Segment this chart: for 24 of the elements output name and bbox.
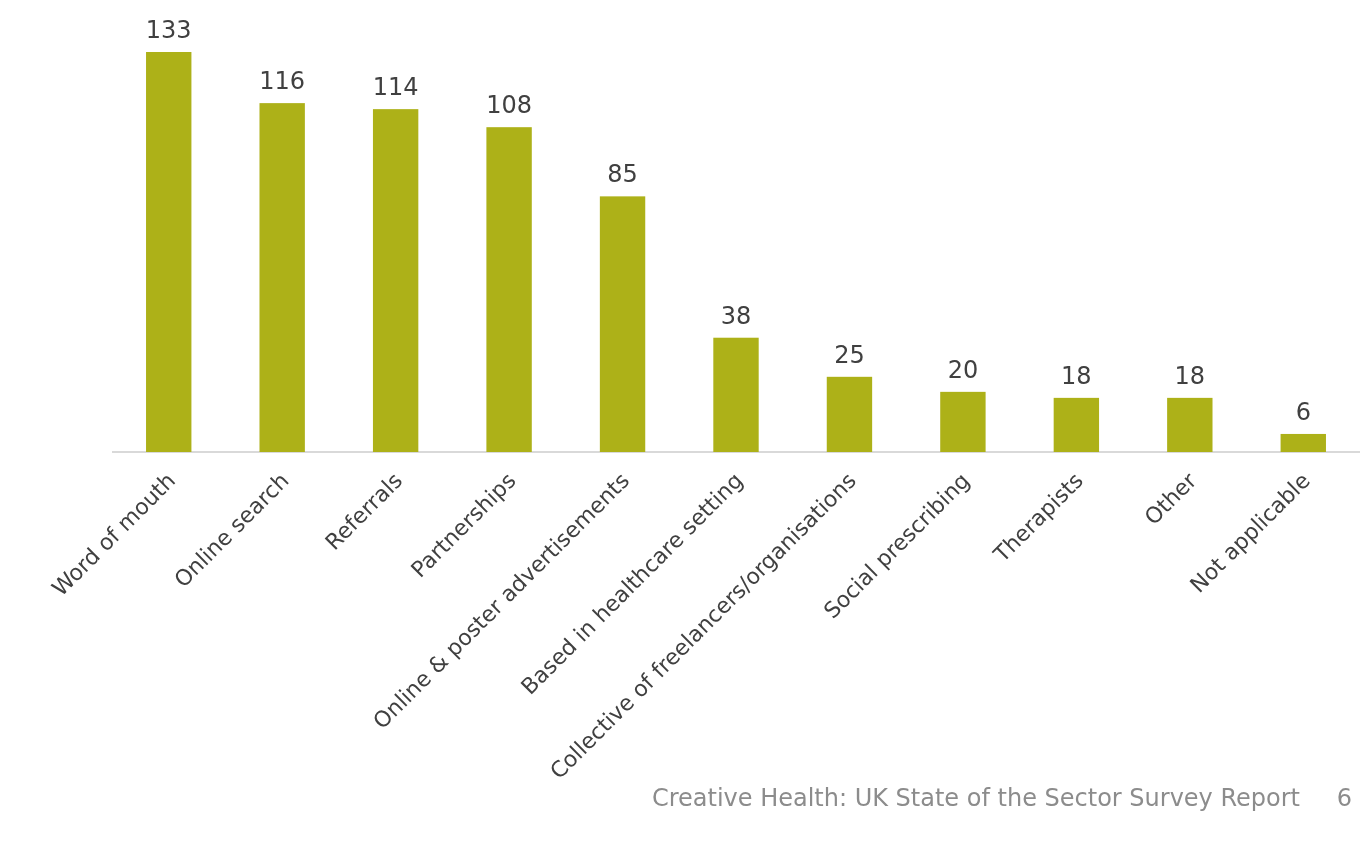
bar — [372, 109, 419, 452]
data-label: 18 — [1174, 361, 1206, 390]
bar — [713, 337, 759, 452]
text: Creative Health: UK State of the Sector Survey Report — [651, 784, 1300, 812]
data-label: 18 — [1061, 361, 1092, 390]
bar — [486, 127, 532, 452]
data-label: 116 — [259, 67, 306, 96]
data-label: 108 — [486, 91, 532, 120]
data-label: 6 — [1295, 397, 1311, 426]
bar — [940, 391, 986, 452]
bar — [826, 376, 873, 452]
bar — [146, 52, 192, 452]
data-label: 85 — [607, 160, 638, 189]
data-label: 133 — [145, 16, 192, 44]
data-label: 25 — [834, 340, 865, 369]
bar — [1053, 397, 1100, 452]
text: 6 — [1336, 784, 1352, 812]
bar — [599, 196, 646, 452]
bar — [1280, 433, 1326, 452]
data-label: 20 — [947, 355, 979, 384]
data-label: 114 — [372, 73, 419, 102]
bar — [1167, 397, 1213, 452]
data-label: 38 — [720, 301, 752, 330]
bar — [259, 103, 305, 452]
